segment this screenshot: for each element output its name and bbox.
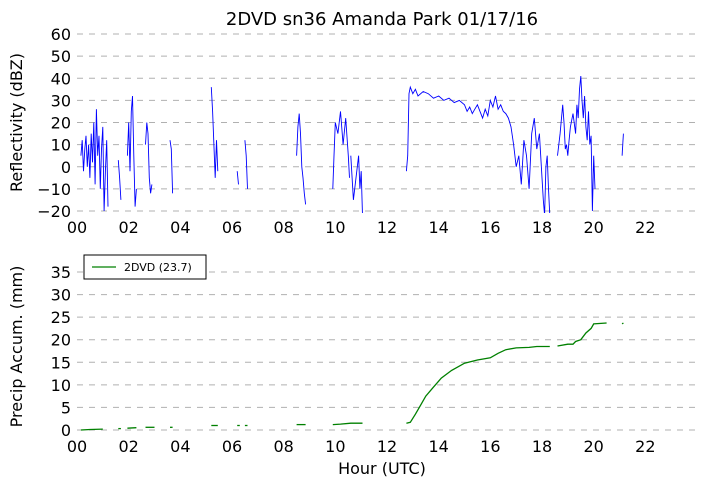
series-segment (236, 171, 239, 185)
reflectivity-chart: −20 −10 0 10 20 30 40 50 60 00 02 04 06 08 10 12 14 16 18 2… (7, 9, 697, 237)
y-tick-label: 15 (51, 353, 71, 372)
y-axis-label: Precip Accum. (mm) (7, 266, 26, 428)
y-tick-label: 25 (51, 308, 71, 327)
y-tick-label: 35 (51, 263, 71, 282)
x-tick-label: 22 (635, 218, 655, 237)
data-series (80, 322, 624, 431)
series-segment (350, 155, 363, 213)
series-segment (332, 111, 350, 189)
series-segment (145, 122, 153, 194)
data-series (80, 75, 624, 213)
y-tick-label: 0 (61, 158, 71, 177)
series-segment (557, 75, 596, 212)
x-tick-label: 00 (67, 437, 87, 456)
series-segment (332, 422, 363, 426)
series-segment (127, 427, 137, 429)
x-tick-label: 18 (532, 437, 552, 456)
series-segment (406, 345, 550, 424)
x-tick-label: 04 (170, 218, 190, 237)
x-tick-label: 00 (67, 218, 87, 237)
x-tick-label: 06 (222, 437, 242, 456)
series-segment (169, 140, 174, 194)
y-tick-label: −10 (37, 180, 71, 199)
series-segment (405, 85, 551, 213)
series-segment (244, 140, 248, 189)
series-segment (621, 133, 624, 156)
y-tick-label: 10 (51, 376, 71, 395)
y-tick-label: 30 (51, 91, 71, 110)
series-segment (117, 160, 122, 200)
y-axis-label: Reflectivity (dBZ) (7, 53, 26, 192)
y-tick-label: 20 (51, 331, 71, 350)
x-tick-label: 02 (118, 437, 138, 456)
x-tick-label: 08 (273, 437, 293, 456)
x-tick-label: 10 (325, 218, 345, 237)
x-tick-label: 16 (480, 218, 500, 237)
series-segment (126, 95, 137, 207)
x-tick-label: 02 (118, 218, 138, 237)
x-tick-label: 12 (377, 218, 397, 237)
x-tick-label: 08 (273, 218, 293, 237)
x-tick-label: 10 (325, 437, 345, 456)
y-tick-label: 0 (61, 421, 71, 440)
x-tick-label: 18 (532, 218, 552, 237)
y-tick-label: 10 (51, 136, 71, 155)
x-axis-label: Hour (UTC) (338, 459, 426, 478)
series-segment (80, 428, 103, 431)
chart-title: 2DVD sn36 Amanda Park 01/17/16 (226, 9, 538, 30)
x-tick-label: 04 (170, 437, 190, 456)
x-tick-label: 12 (377, 437, 397, 456)
y-tick-label: 40 (51, 69, 71, 88)
y-tick-label: −20 (37, 202, 71, 221)
y-tick-label: 20 (51, 114, 71, 133)
series-segment (80, 109, 109, 212)
y-tick-label: 30 (51, 286, 71, 305)
x-tick-label: 14 (428, 218, 448, 237)
x-tick-label: 06 (222, 218, 242, 237)
series-segment (557, 322, 607, 347)
y-tick-label: 60 (51, 25, 71, 44)
x-tick-label: 22 (635, 437, 655, 456)
x-tick-label: 16 (480, 437, 500, 456)
x-tick-label: 20 (583, 437, 603, 456)
precip-accumulation-chart: 0 5 10 15 20 25 30 35 00 02 04 06 08 10 12 14 16 18 20 22 Pr… (7, 254, 697, 478)
x-tick-label: 14 (428, 437, 448, 456)
y-tick-label: 50 (51, 47, 71, 66)
y-tick-label: 5 (61, 398, 71, 417)
series-segment (621, 322, 624, 325)
series-segment (210, 87, 219, 178)
legend-entry: 2DVD (23.7) (124, 261, 192, 274)
x-tick-label: 20 (583, 218, 603, 237)
series-segment (296, 113, 307, 205)
